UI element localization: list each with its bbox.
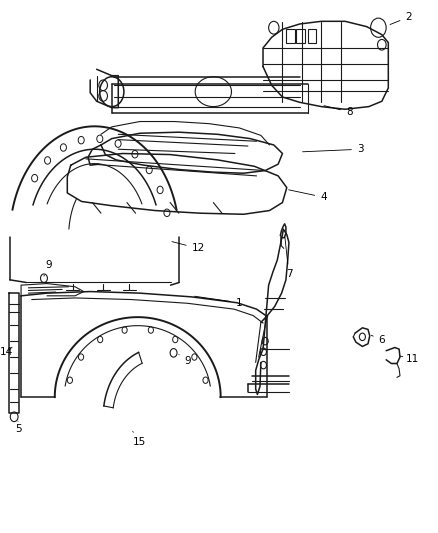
Text: 11: 11 xyxy=(400,354,419,364)
Text: 7: 7 xyxy=(285,237,292,279)
Text: 2: 2 xyxy=(390,12,412,25)
Text: 3: 3 xyxy=(303,144,364,154)
Text: 15: 15 xyxy=(133,431,146,447)
Bar xyxy=(286,29,295,43)
Text: 8: 8 xyxy=(324,106,353,117)
Text: 6: 6 xyxy=(371,335,385,345)
Bar xyxy=(307,29,316,43)
Text: 1: 1 xyxy=(194,296,243,308)
Bar xyxy=(296,29,305,43)
Text: 14: 14 xyxy=(0,347,14,357)
Text: 5: 5 xyxy=(16,421,22,434)
Text: 9: 9 xyxy=(179,354,191,366)
Text: 9: 9 xyxy=(44,260,52,276)
Text: 12: 12 xyxy=(172,241,205,253)
Text: 4: 4 xyxy=(289,190,327,202)
